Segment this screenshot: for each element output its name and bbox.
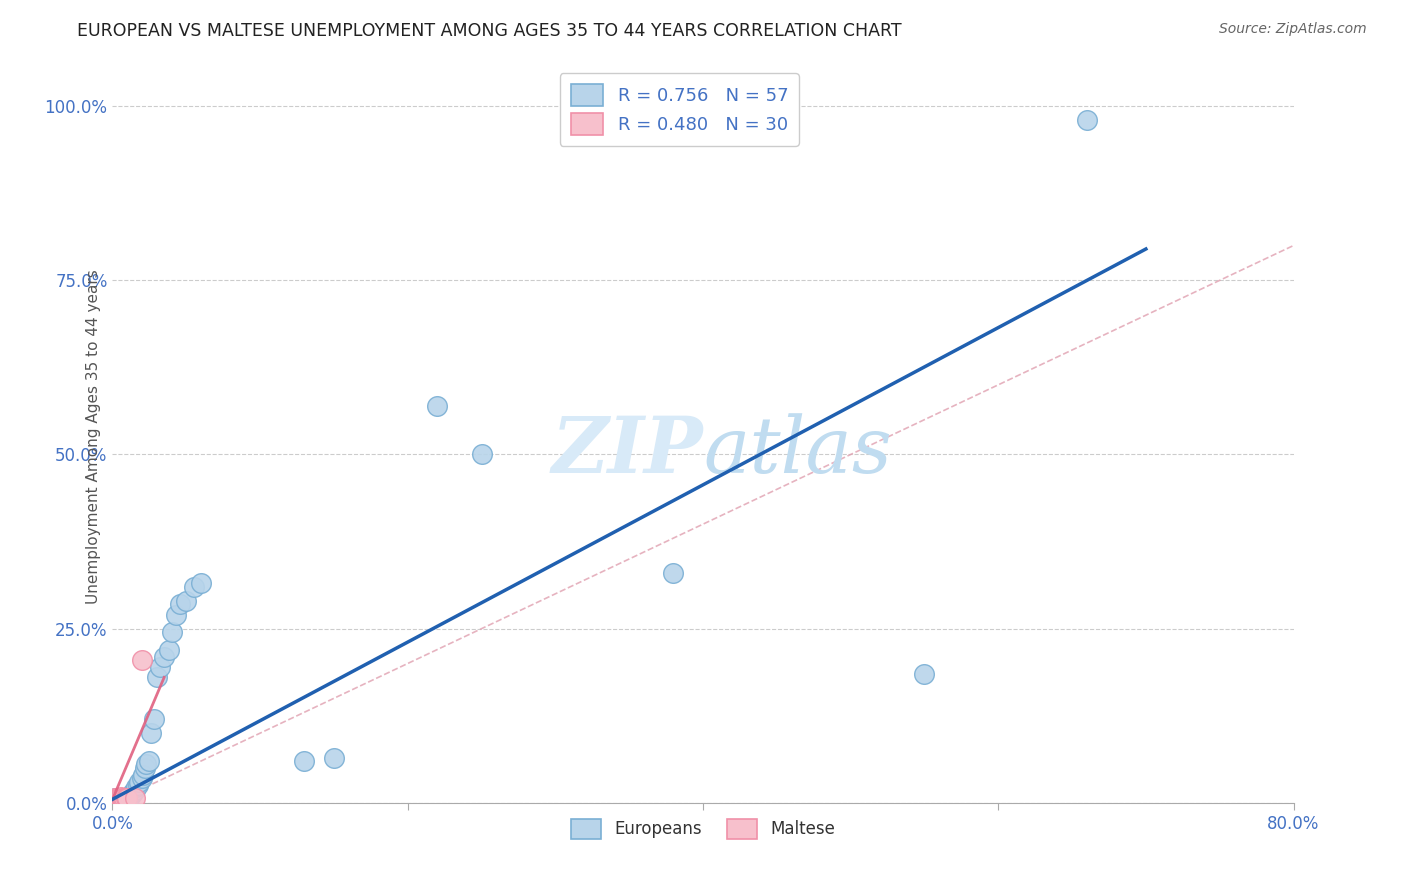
Point [107, 791, 129, 805]
Point [110, 791, 132, 805]
Point [183, 580, 205, 594]
Point [470, 448, 494, 462]
Point [107, 791, 129, 805]
Point [105, 791, 128, 805]
Point [105, 792, 128, 806]
Point [914, 667, 936, 681]
Point [110, 792, 132, 806]
Point [124, 783, 146, 797]
Point [118, 790, 141, 805]
Point [104, 791, 127, 805]
Point [108, 791, 131, 805]
Point [122, 785, 145, 799]
Point [111, 791, 134, 805]
Point [110, 791, 132, 805]
Point [107, 791, 129, 805]
Point [111, 791, 134, 805]
Point [160, 625, 183, 640]
Point [153, 649, 176, 664]
Point [121, 788, 143, 802]
Point [104, 792, 127, 806]
Point [111, 791, 134, 805]
Point [323, 750, 346, 764]
Text: EUROPEAN VS MALTESE UNEMPLOYMENT AMONG AGES 35 TO 44 YEARS CORRELATION CHART: EUROPEAN VS MALTESE UNEMPLOYMENT AMONG A… [77, 22, 903, 40]
Point [105, 792, 128, 806]
Y-axis label: Unemployment Among Ages 35 to 44 years: Unemployment Among Ages 35 to 44 years [86, 269, 101, 605]
Point [110, 791, 132, 805]
Point [108, 791, 131, 805]
Point [139, 726, 162, 740]
Text: atlas: atlas [703, 414, 891, 490]
Point [117, 791, 138, 805]
Point [104, 791, 127, 805]
Point [174, 594, 197, 608]
Point [169, 597, 191, 611]
Point [662, 566, 685, 580]
Point [112, 791, 135, 805]
Point [108, 791, 131, 805]
Point [104, 792, 127, 806]
Point [149, 660, 172, 674]
Point [105, 791, 128, 805]
Text: Source: ZipAtlas.com: Source: ZipAtlas.com [1219, 22, 1367, 37]
Point [112, 791, 135, 805]
Point [292, 754, 315, 768]
Point [111, 791, 134, 805]
Point [108, 791, 131, 805]
Point [112, 791, 135, 805]
Point [107, 791, 129, 805]
Point [114, 791, 136, 805]
Point [132, 768, 155, 782]
Point [117, 791, 138, 805]
Point [117, 791, 138, 805]
Point [131, 653, 153, 667]
Point [111, 792, 134, 806]
Point [105, 791, 128, 805]
Point [131, 772, 153, 786]
Point [108, 791, 131, 805]
Point [105, 791, 128, 805]
Point [107, 791, 129, 805]
Point [107, 791, 129, 805]
Point [426, 399, 449, 413]
Point [104, 791, 127, 805]
Point [135, 757, 157, 772]
Point [138, 754, 160, 768]
Point [190, 576, 212, 591]
Point [105, 792, 128, 806]
Point [128, 775, 150, 789]
Point [105, 791, 128, 805]
Point [165, 607, 187, 622]
Text: ZIP: ZIP [551, 414, 703, 490]
Point [107, 792, 129, 806]
Point [125, 780, 148, 795]
Point [146, 670, 169, 684]
Point [108, 791, 131, 805]
Point [124, 791, 146, 805]
Point [103, 791, 125, 805]
Point [1076, 113, 1098, 128]
Point [108, 792, 131, 806]
Point [110, 790, 132, 805]
Point [120, 789, 142, 803]
Point [134, 761, 156, 775]
Point [127, 778, 149, 792]
Legend: Europeans, Maltese: Europeans, Maltese [564, 812, 842, 846]
Point [104, 791, 127, 805]
Point [114, 791, 136, 805]
Point [157, 642, 180, 657]
Point [142, 712, 165, 726]
Point [105, 791, 128, 805]
Point [110, 791, 132, 805]
Point [114, 791, 136, 805]
Point [108, 792, 131, 806]
Point [103, 792, 125, 806]
Point [107, 792, 129, 806]
